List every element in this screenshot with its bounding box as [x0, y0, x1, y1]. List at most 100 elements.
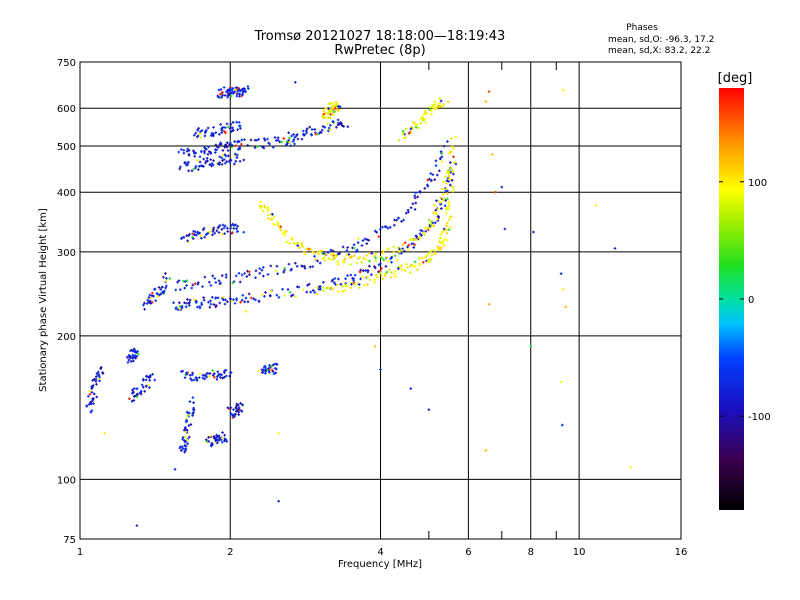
o-mode-point — [449, 161, 452, 164]
o-mode-point — [206, 232, 209, 235]
x-mode-point — [365, 254, 368, 257]
o-mode-point — [303, 133, 306, 136]
o-mode-point — [225, 145, 229, 149]
x-mode-point — [413, 260, 417, 264]
o-mode-point — [181, 447, 185, 450]
o-mode-point — [90, 402, 93, 406]
x-mode-point — [279, 225, 282, 229]
o-mode-point — [202, 165, 205, 168]
o-mode-point — [140, 383, 144, 387]
o-mode-point — [413, 194, 417, 198]
scatter-point — [500, 185, 504, 189]
x-mode-point — [298, 246, 301, 250]
x-mode-point — [433, 100, 437, 103]
scatter-point — [494, 190, 497, 194]
o-mode-point — [161, 285, 164, 289]
o-mode-point — [183, 439, 186, 442]
o-mode-point — [353, 273, 357, 277]
x-mode-point — [330, 110, 334, 113]
o-mode-point — [216, 439, 220, 442]
o-mode-point — [190, 286, 194, 290]
o-mode-point — [229, 141, 232, 145]
o-mode-point — [221, 126, 225, 129]
o-mode-point — [220, 373, 223, 377]
x-mode-point — [329, 116, 332, 120]
x-tick-label: 4 — [377, 547, 383, 558]
o-mode-point — [428, 177, 431, 181]
o-mode-point — [235, 92, 239, 96]
o-mode-point — [246, 300, 250, 304]
o-mode-point — [134, 354, 137, 357]
o-mode-point — [217, 372, 221, 376]
scatter-point — [629, 466, 633, 469]
o-mode-point — [235, 156, 239, 159]
o-mode-point — [226, 94, 230, 97]
x-mode-point — [444, 175, 447, 179]
o-mode-point — [221, 159, 224, 162]
x-mode-point — [392, 245, 395, 249]
o-mode-point — [187, 149, 191, 152]
o-mode-point — [266, 273, 270, 276]
o-mode-point — [260, 268, 264, 272]
colorbar-label: [deg] — [718, 71, 753, 86]
o-mode-point — [296, 137, 300, 141]
o-mode-point — [341, 245, 345, 249]
o-mode-point — [236, 128, 239, 131]
o-mode-point — [98, 379, 101, 383]
x-mode-point — [336, 290, 340, 293]
o-mode-point — [290, 134, 293, 138]
o-mode-point — [224, 276, 228, 279]
o-mode-point — [232, 408, 235, 411]
o-mode-point — [270, 290, 273, 293]
o-mode-point — [229, 412, 233, 415]
x-mode-point — [322, 109, 325, 113]
o-mode-point — [201, 376, 205, 380]
x-mode-point — [343, 283, 347, 286]
x-mode-point — [345, 253, 349, 257]
o-mode-point — [355, 248, 359, 252]
o-mode-point — [270, 368, 274, 372]
o-mode-point — [200, 129, 204, 132]
o-mode-point — [300, 137, 304, 141]
o-mode-point — [186, 239, 189, 243]
o-mode-point — [133, 347, 136, 351]
o-mode-point — [198, 305, 202, 308]
o-mode-point — [178, 301, 181, 305]
o-mode-point — [229, 158, 233, 162]
o-mode-point — [235, 230, 239, 234]
x-mode-point — [333, 110, 336, 113]
o-mode-point — [288, 136, 291, 140]
x-mode-point — [381, 277, 384, 281]
x-mode-point — [446, 222, 449, 225]
o-mode-point — [156, 295, 160, 298]
o-mode-point — [448, 183, 452, 187]
x-mode-point — [414, 126, 418, 129]
x-mode-point — [429, 257, 433, 261]
o-mode-point — [386, 226, 390, 230]
o-mode-point — [331, 278, 335, 282]
o-mode-point — [381, 225, 384, 229]
o-mode-point — [191, 396, 195, 399]
o-mode-point — [229, 371, 233, 374]
o-mode-point — [205, 375, 208, 379]
scatter-point — [487, 90, 491, 93]
o-mode-point — [241, 90, 245, 94]
scatter-point — [277, 499, 280, 503]
o-mode-point — [294, 295, 297, 298]
x-mode-point — [348, 256, 352, 260]
o-mode-point — [434, 159, 438, 163]
x-mode-point — [350, 255, 354, 259]
x-mode-point — [408, 238, 412, 241]
o-mode-point — [266, 137, 269, 141]
o-mode-point — [200, 149, 203, 153]
scatter-point — [562, 288, 565, 291]
o-mode-point — [212, 226, 216, 230]
o-mode-point — [373, 229, 377, 233]
x-mode-point — [404, 127, 408, 130]
x-mode-point — [324, 107, 327, 110]
o-mode-point — [165, 277, 168, 280]
o-mode-point — [209, 151, 212, 154]
o-mode-point — [233, 152, 237, 156]
o-mode-point — [208, 374, 211, 378]
x-mode-point — [356, 282, 359, 286]
